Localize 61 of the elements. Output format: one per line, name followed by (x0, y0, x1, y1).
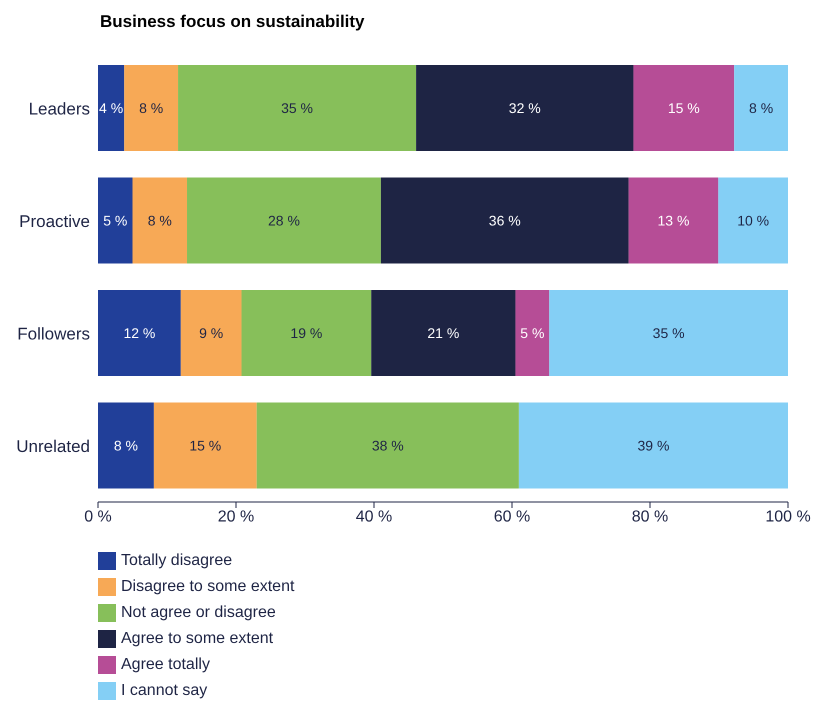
data-label: 4 % (99, 100, 124, 116)
legend-label: Totally disagree (121, 552, 232, 570)
data-label: 15 % (668, 100, 700, 116)
data-label: 8 % (148, 212, 172, 228)
bar (633, 65, 734, 151)
bar (380, 178, 629, 264)
bar (734, 65, 788, 151)
chart-title: Business focus on sustainability (99, 11, 366, 33)
bar (178, 65, 416, 151)
data-label: 12 % (123, 325, 156, 341)
bar (718, 178, 788, 264)
data-label: 28 % (268, 212, 300, 228)
legend-label: Agree to some extent (121, 630, 274, 648)
data-label: 5 % (520, 325, 544, 341)
legend-label: Disagree to some extent (121, 578, 294, 596)
data-label: 21 % (427, 325, 460, 341)
bar (98, 290, 181, 376)
data-label: 8 % (139, 100, 164, 116)
data-label: 15 % (189, 438, 222, 454)
bar (98, 178, 132, 264)
data-label: 35 % (281, 100, 314, 116)
data-label: 36 % (488, 212, 521, 228)
bar (518, 402, 788, 488)
y-tick-label: Proactive (19, 212, 90, 231)
x-tick-label: 80 % (632, 508, 668, 526)
bar (515, 290, 550, 376)
x-tick-label: 40 % (356, 508, 392, 526)
y-tick-label: Followers (17, 324, 90, 344)
data-label: 39 % (637, 438, 670, 454)
y-tick-label: Unrelated (16, 436, 90, 456)
data-label: 35 % (652, 325, 685, 341)
data-label: 13 % (658, 212, 690, 228)
data-label: 32 % (508, 100, 541, 116)
x-tick-label: 100 % (765, 508, 811, 526)
bar (98, 65, 124, 151)
data-label: 8 % (114, 438, 138, 454)
legend-label: Not agree or disagree (121, 604, 276, 622)
bar (256, 402, 519, 488)
bar (132, 178, 188, 264)
data-label: 5 % (103, 212, 128, 228)
bar (154, 402, 257, 488)
bar (416, 65, 634, 151)
data-label: 9 % (199, 325, 224, 341)
x-tick-label: 60 % (494, 508, 530, 526)
bar (628, 178, 718, 264)
x-tick-label: 20 % (218, 508, 254, 526)
legend-label: I cannot say (121, 682, 208, 700)
bar (187, 178, 381, 264)
data-label: 8 % (749, 100, 774, 116)
data-label: 10 % (737, 212, 770, 228)
data-label: 19 % (290, 325, 322, 341)
bar (180, 290, 242, 376)
bar (549, 290, 788, 376)
bar (124, 65, 178, 151)
x-tick-label: 0 % (84, 508, 112, 526)
y-tick-label: Leaders (28, 99, 90, 118)
legend-label: Agree totally (121, 656, 210, 674)
bar (242, 290, 372, 376)
bar (98, 402, 154, 488)
data-label: 38 % (372, 438, 404, 454)
bar (371, 290, 516, 376)
